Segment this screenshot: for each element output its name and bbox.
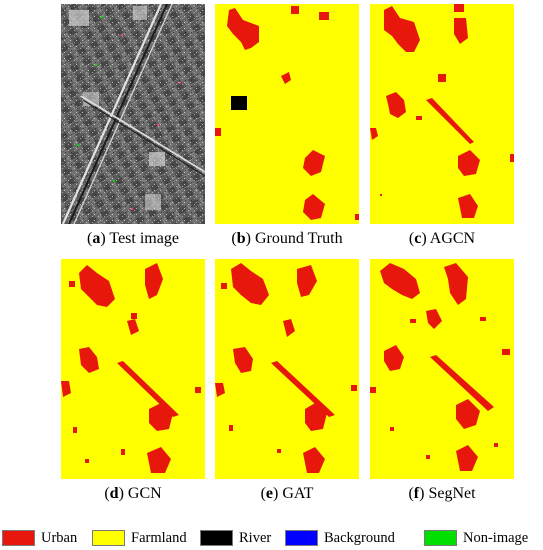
caption-d: (d) GCN <box>104 485 162 502</box>
caption-f-label: SegNet <box>424 485 476 502</box>
legend-farmland: Farmland <box>92 528 187 548</box>
segnet-map <box>370 259 514 479</box>
caption-c: (c) AGCN <box>408 230 476 247</box>
legend-background: Background <box>285 528 395 548</box>
caption-b-label: Ground Truth <box>250 230 343 247</box>
legend-farmland-label: Farmland <box>131 529 187 546</box>
ground-truth-panel <box>215 4 359 224</box>
legend-farmland-swatch <box>92 530 125 546</box>
sar-test-image <box>61 4 205 224</box>
caption-e-letter: e <box>265 485 273 502</box>
legend-background-swatch <box>285 530 318 546</box>
legend-river: River <box>200 528 271 548</box>
agcn-panel <box>370 4 514 224</box>
gcn-map <box>61 259 205 479</box>
caption-a-letter: a <box>92 230 101 247</box>
legend-non-image-label: Non-image <box>463 529 529 546</box>
caption-c-label: AGCN <box>426 230 476 247</box>
caption-d-letter: d <box>109 485 119 502</box>
legend-river-label: River <box>239 529 272 546</box>
legend-non-image-swatch <box>424 530 457 546</box>
legend-river-swatch <box>200 530 233 546</box>
caption-a: (a) Test image <box>87 230 179 247</box>
legend-non-image: Non-image <box>424 528 528 548</box>
caption-a-label: Test image <box>105 230 179 247</box>
caption-e: (e) GAT <box>260 485 314 502</box>
gat-map <box>215 259 359 479</box>
gat-panel <box>215 259 359 479</box>
caption-d-label: GCN <box>123 485 162 502</box>
caption-b-letter: b <box>236 230 246 247</box>
caption-e-label: GAT <box>278 485 314 502</box>
caption-f: (f) SegNet <box>408 485 476 502</box>
gcn-panel <box>61 259 205 479</box>
legend-urban-label: Urban <box>41 529 78 546</box>
ground-truth-map <box>215 4 359 224</box>
test-image-panel <box>61 4 205 224</box>
legend-urban: Urban <box>2 528 77 548</box>
segnet-panel <box>370 259 514 479</box>
caption-b: (b) Ground Truth <box>231 230 343 247</box>
caption-c-letter: c <box>414 230 422 247</box>
agcn-map <box>370 4 514 224</box>
caption-f-letter: f <box>413 485 420 502</box>
legend-urban-swatch <box>2 530 35 546</box>
legend-background-label: Background <box>324 529 395 546</box>
